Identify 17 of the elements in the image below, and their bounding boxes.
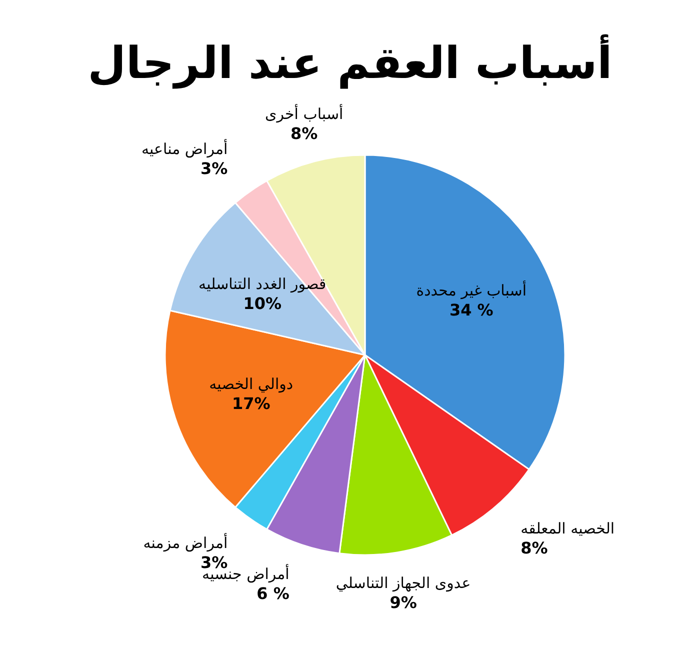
slice-label: أسباب غير محددة bbox=[416, 280, 527, 300]
chart-title: أسباب العقم عند الرجال bbox=[88, 34, 612, 89]
data-label: 6 % bbox=[256, 584, 290, 603]
data-label: 10% bbox=[243, 294, 282, 313]
slice-label: دوالي الخصيه bbox=[209, 374, 294, 393]
data-label: 8% bbox=[290, 124, 318, 143]
data-label: 8% bbox=[520, 538, 548, 558]
slice-label: الخصيه المعلقه bbox=[520, 520, 615, 538]
slice-label: أسباب أخرى bbox=[265, 104, 344, 123]
data-label: 17% bbox=[232, 394, 270, 413]
data-label: 34 % bbox=[449, 300, 494, 320]
slice-label: أمراض مزمنه bbox=[143, 532, 228, 552]
data-label: 9% bbox=[390, 592, 417, 612]
slice-label: عدوى الجهاز التناسلي bbox=[336, 574, 471, 592]
slice-label: قصور الغدد التناسليه bbox=[198, 274, 326, 293]
data-label: 3% bbox=[200, 159, 228, 178]
slice-label: أمراض مناعيه bbox=[141, 139, 228, 158]
